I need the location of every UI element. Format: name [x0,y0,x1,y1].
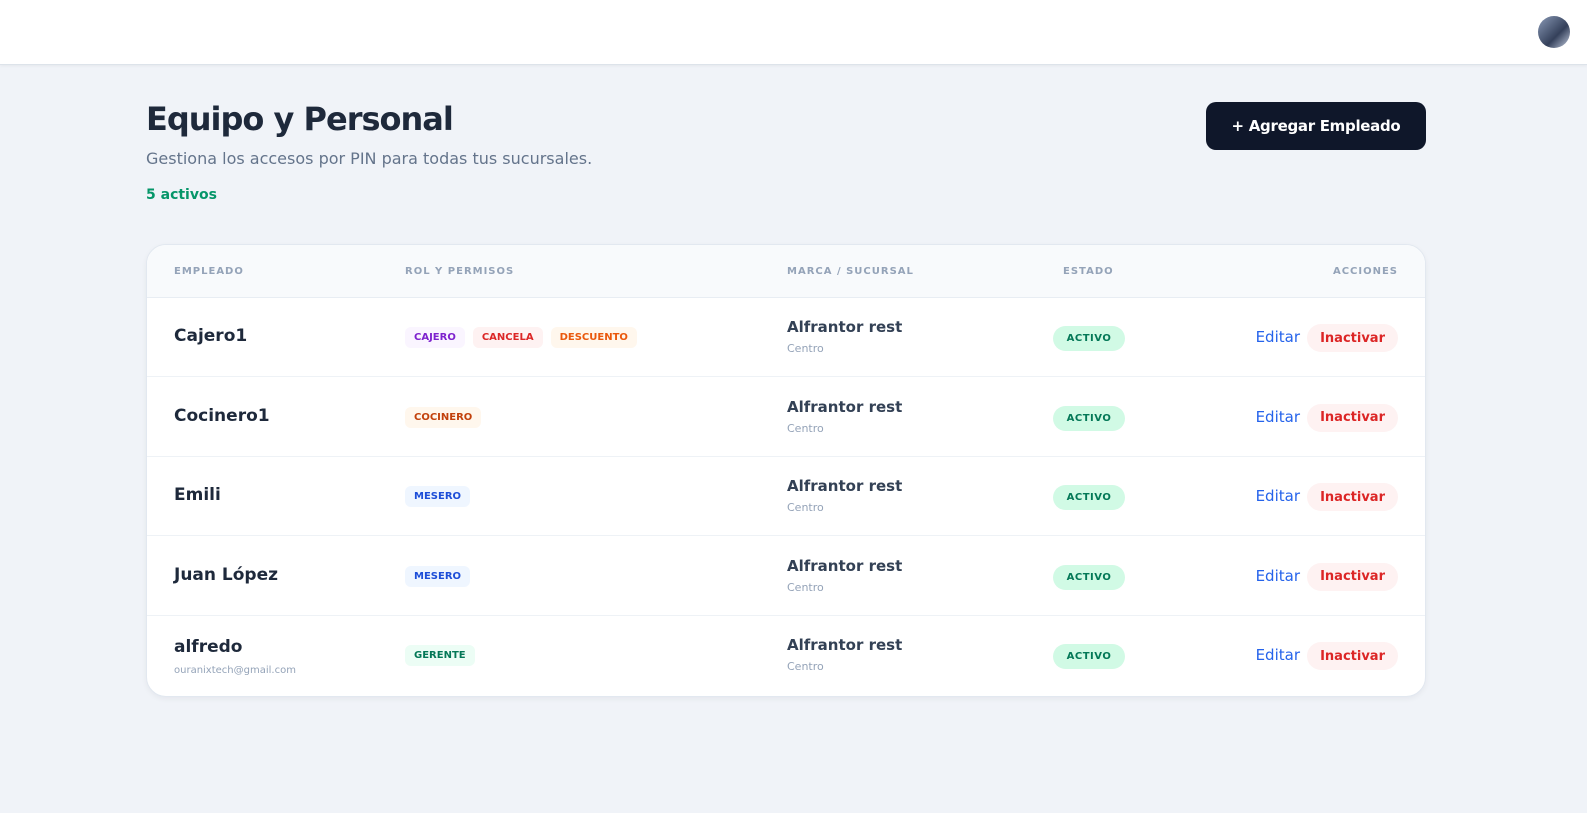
brand-name: Alfrantor rest [787,636,903,655]
employee-name: Juan López [174,564,279,585]
edit-button[interactable]: Editar [1255,566,1300,585]
employee-name: Cocinero1 [174,405,270,426]
deactivate-button[interactable]: Inactivar [1307,403,1398,432]
role-tags: GERENTE [405,645,475,667]
branch-name: Centro [787,342,824,355]
branch-name: Centro [787,660,824,674]
employee-name: Cajero1 [174,326,248,346]
status-badge: ACTIVO [1053,564,1125,590]
status-badge: ACTIVO [1053,644,1125,670]
table-row: Juan López MESERO Alfrantor rest Centro ACTI… [147,537,1425,616]
role-tags: COCINERO [405,406,482,428]
edit-button[interactable]: Editar [1255,646,1300,665]
edit-button[interactable]: Editar [1255,407,1300,426]
branch-name: Centro [787,421,824,435]
deactivate-button[interactable]: Inactivar [1307,642,1398,671]
role-tag: MESERO [405,565,471,587]
brand-name: Alfrantor rest [787,397,903,416]
role-tag: COCINERO [405,406,482,428]
table-row: alfredo ouranixtech@gmail.com GERENTE Alfra… [147,616,1425,695]
role-tag: CAJERO [405,327,465,348]
brand-name: Alfrantor rest [787,477,903,496]
column-header: ROL Y PERMISOS [405,266,515,277]
table-row: Emili MESERO Alfrantor rest Centro ACTIVO Edi… [147,457,1425,537]
edit-button[interactable]: Editar [1255,328,1300,346]
brand-name: Alfrantor rest [787,318,903,336]
role-tag: GERENTE [405,645,475,667]
status-badge: ACTIVO [1053,485,1125,511]
active-count: 5 activos [146,187,217,203]
deactivate-button[interactable]: Inactivar [1307,562,1398,591]
employee-name: alfredo [174,637,243,658]
role-tags: CAJERO CANCELA DESCUENTO [405,327,637,348]
edit-button[interactable]: Editar [1255,487,1300,506]
deactivate-button[interactable]: Inactivar [1307,324,1398,352]
column-header: ACCIONES [1332,266,1398,277]
column-header: EMPLEADO [174,266,244,277]
brand-name: Alfrantor rest [787,556,903,575]
role-tag: DESCUENTO [550,327,637,348]
add-employee-button[interactable]: + Agregar Empleado [1206,102,1426,150]
branch-name: Centro [787,501,824,515]
top-bar [0,0,1587,65]
page-subtitle: Gestiona los accesos por PIN para todas … [146,149,593,168]
column-header: MARCA / SUCURSAL [787,266,914,277]
role-tags: MESERO [405,565,471,587]
employee-email: ouranixtech@gmail.com [174,665,296,677]
role-tags: MESERO [405,486,471,508]
table-row: Cajero1 CAJERO CANCELA DESCUENTO Alfrantor r… [147,298,1425,377]
page-title: Equipo y Personal [146,100,454,138]
table-header: EMPLEADO ROL Y PERMISOS MARCA / SUCURSAL… [147,245,1425,298]
employee-name: Emili [174,485,221,506]
user-avatar[interactable] [1538,16,1570,48]
status-badge: ACTIVO [1053,405,1125,431]
deactivate-button[interactable]: Inactivar [1307,483,1398,512]
status-badge: ACTIVO [1053,326,1125,351]
table-row: Cocinero1 COCINERO Alfrantor rest Centro ACT… [147,378,1425,457]
role-tag: CANCELA [472,327,543,348]
column-header: ESTADO [1063,266,1114,277]
role-tag: MESERO [405,486,471,508]
branch-name: Centro [787,580,824,594]
employee-table: EMPLEADO ROL Y PERMISOS MARCA / SUCURSAL… [146,244,1426,697]
